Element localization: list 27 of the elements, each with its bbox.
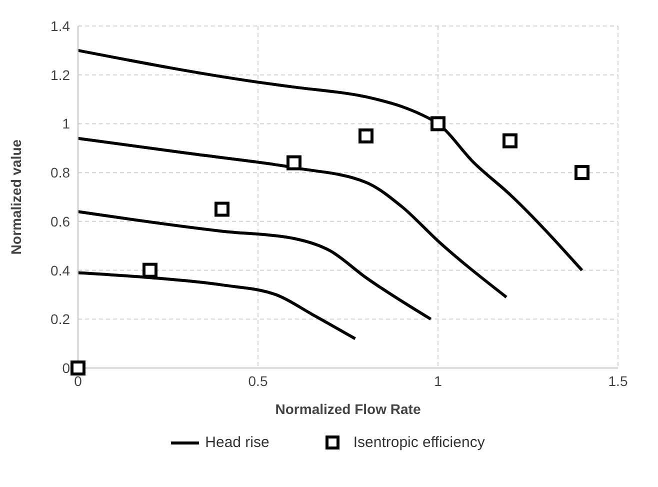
legend-label: Isentropic efficiency — [353, 434, 485, 451]
y-tick-label: 1.2 — [50, 66, 70, 83]
line-series — [76, 136, 508, 299]
y-tick-label: 0.4 — [50, 262, 70, 278]
y-tick-label: 0.2 — [50, 311, 70, 328]
y-tick-label: 0 — [62, 360, 70, 376]
x-tick-label: 1 — [434, 372, 442, 389]
y-tick-label: 1.4 — [50, 18, 70, 34]
y-axis-title: Normalized value — [8, 139, 24, 255]
y-tick-label: 0.6 — [50, 213, 70, 230]
legend-label: Head rise — [205, 434, 270, 451]
y-tick-label: 0.8 — [50, 164, 70, 181]
point — [214, 202, 230, 217]
point — [430, 116, 446, 132]
point — [286, 155, 302, 170]
point — [358, 128, 374, 144]
x-tick-label: 0.5 — [248, 372, 268, 389]
x-tick-label: 0 — [74, 372, 82, 389]
y-tick-label: 1 — [62, 116, 70, 132]
line-series — [76, 210, 432, 321]
point — [574, 165, 590, 180]
x-tick-label: 1.5 — [608, 372, 628, 389]
point — [502, 133, 518, 148]
point — [142, 262, 158, 278]
x-axis-title: Normalized Flow Rate — [275, 401, 421, 417]
point — [70, 360, 86, 376]
line-series — [76, 48, 584, 272]
